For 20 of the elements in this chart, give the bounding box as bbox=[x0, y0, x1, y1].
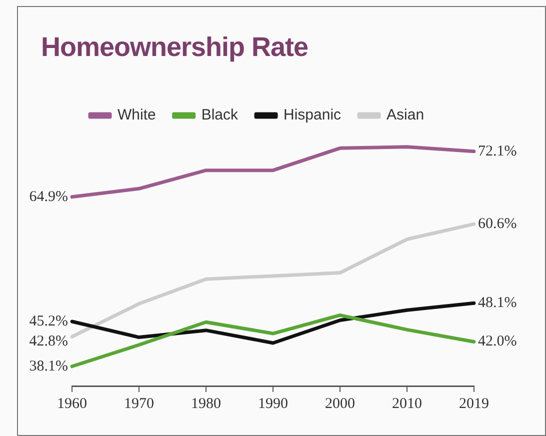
x-tick-label: 1980 bbox=[191, 396, 221, 412]
x-tick-label: 1990 bbox=[258, 396, 288, 412]
legend-label: Asian bbox=[386, 106, 424, 124]
data-label: 38.1% bbox=[29, 358, 68, 374]
legend-label: Black bbox=[201, 106, 239, 124]
data-label: 72.1% bbox=[478, 143, 517, 160]
data-label: 42.8% bbox=[29, 333, 68, 350]
x-tick-label: 2010 bbox=[392, 396, 422, 412]
x-tick-label: 1970 bbox=[124, 396, 154, 412]
x-tick-label: 2000 bbox=[325, 396, 355, 412]
data-label: 42.0% bbox=[478, 334, 517, 350]
data-label: 48.1% bbox=[478, 295, 517, 312]
chart-title: Homeownership Rate bbox=[41, 32, 308, 63]
data-label: 64.9% bbox=[29, 188, 68, 205]
data-label: 60.6% bbox=[478, 216, 517, 232]
x-tick-label: 1960 bbox=[57, 396, 87, 412]
x-tick-label: 2019 bbox=[459, 396, 489, 412]
legend-label: White bbox=[118, 106, 156, 124]
legend-label: Hispanic bbox=[284, 106, 342, 124]
data-label: 45.2% bbox=[29, 313, 68, 330]
